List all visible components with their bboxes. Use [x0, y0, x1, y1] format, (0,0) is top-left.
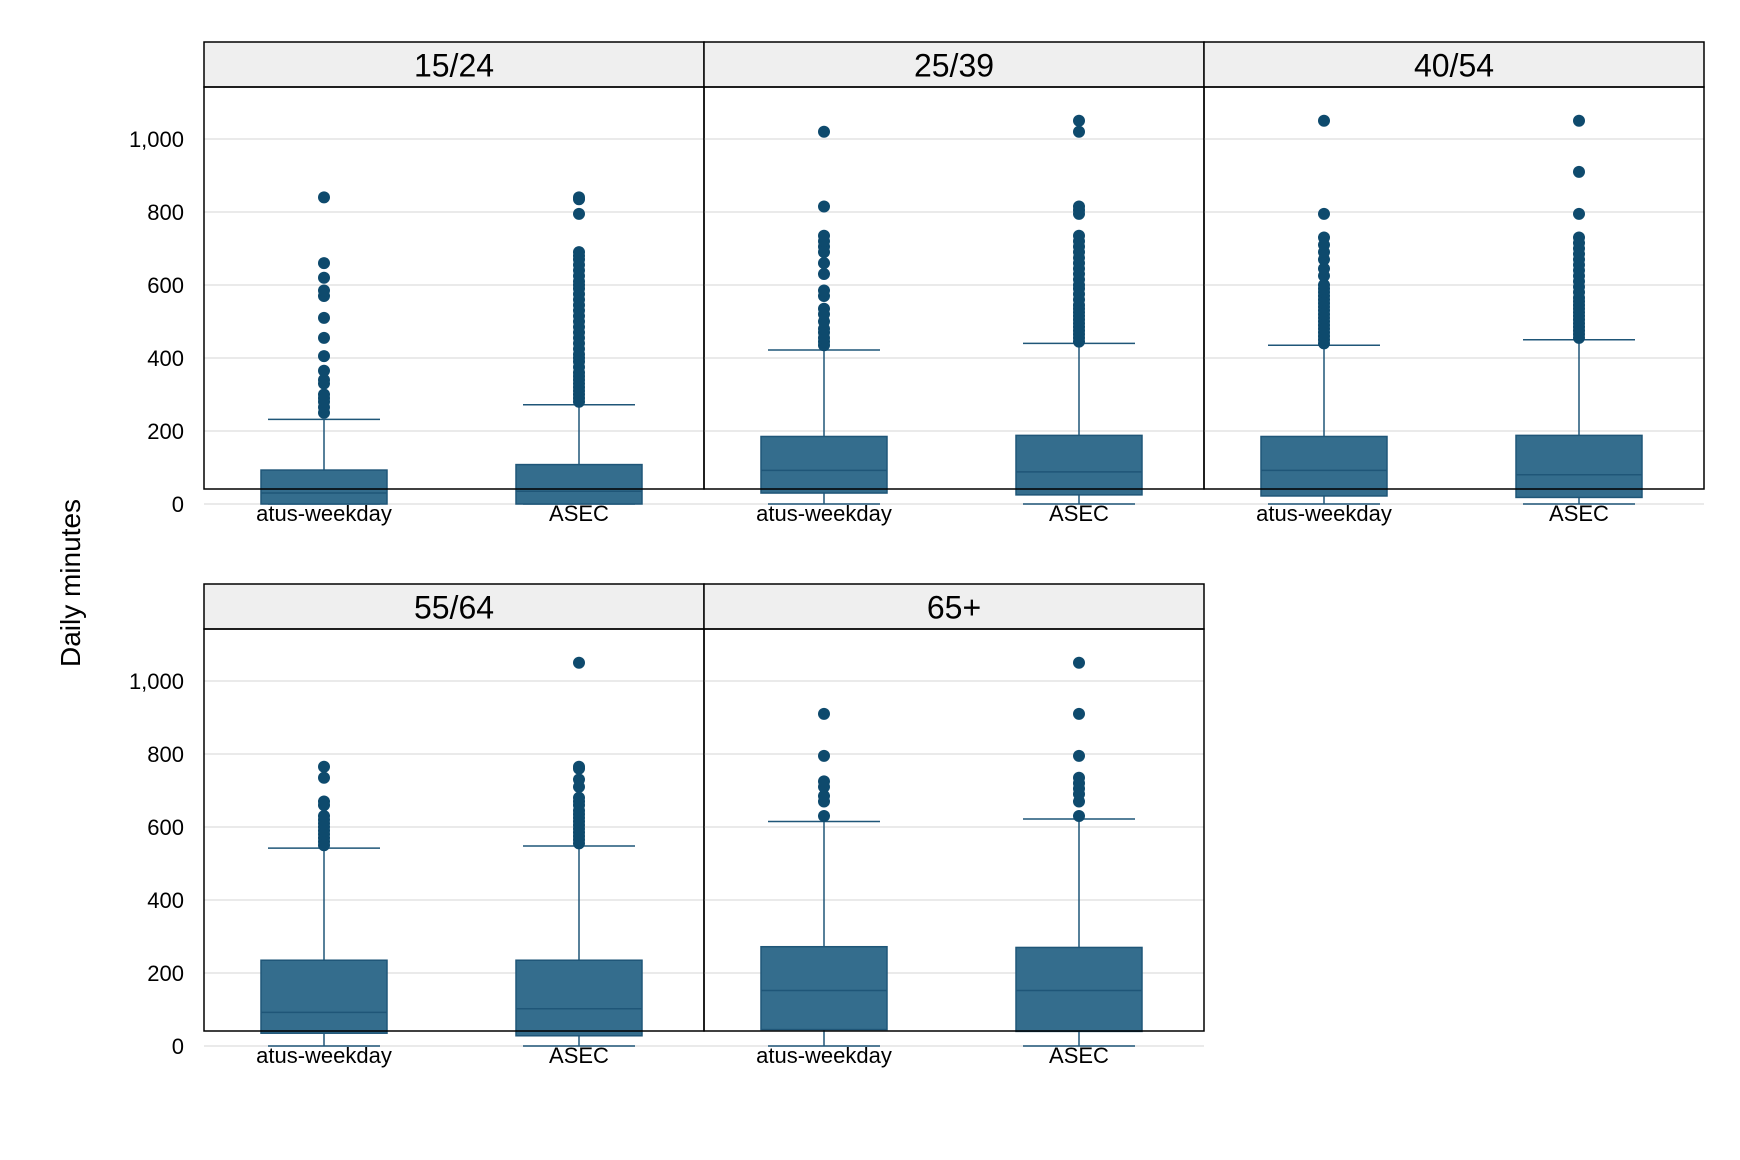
outlier-point [318, 760, 330, 773]
y-tick-label: 200 [147, 961, 184, 986]
y-tick-label: 400 [147, 888, 184, 913]
y-tick-label: 600 [147, 815, 184, 840]
outlier-point [818, 789, 830, 802]
outlier-point [318, 271, 330, 284]
box [260, 469, 388, 505]
outlier-point [318, 373, 330, 386]
x-tick-label: atus-weekday [1256, 501, 1392, 526]
panel-title: 55/64 [414, 590, 494, 626]
outlier-point [1318, 262, 1330, 275]
outlier-point [318, 810, 330, 823]
panel-title: 65+ [927, 590, 981, 626]
x-tick-label: ASEC [1049, 501, 1109, 526]
box [260, 959, 388, 1034]
outlier-point [818, 200, 830, 213]
outlier-point [1573, 114, 1585, 127]
y-tick-label: 600 [147, 273, 184, 298]
outlier-point [1318, 114, 1330, 127]
outlier-point [1073, 707, 1085, 720]
box [515, 959, 643, 1037]
outlier-point [573, 656, 585, 669]
box [1260, 435, 1388, 497]
x-tick-label: atus-weekday [256, 1043, 392, 1068]
outlier-point [318, 350, 330, 363]
box [1015, 434, 1143, 496]
y-tick-label: 800 [147, 742, 184, 767]
panel-strip [203, 583, 705, 630]
panel-frame [703, 86, 1205, 490]
outlier-point [1073, 229, 1085, 242]
x-tick-label: ASEC [1049, 1043, 1109, 1068]
panel-title: 15/24 [414, 48, 494, 84]
outlier-point [1073, 749, 1085, 762]
outlier-point [818, 749, 830, 762]
outlier-point [318, 311, 330, 324]
outlier-point [818, 125, 830, 138]
panel-frame [1203, 86, 1705, 490]
x-tick-label: atus-weekday [256, 501, 392, 526]
box [760, 435, 888, 494]
panel-title: 25/39 [914, 48, 994, 84]
outlier-point [318, 331, 330, 344]
y-axis-title: Daily minutes [55, 499, 86, 667]
outlier-point [818, 229, 830, 242]
y-tick-label: 0 [172, 492, 184, 517]
outlier-point [1573, 207, 1585, 220]
box [760, 945, 888, 1031]
outlier-point [1073, 114, 1085, 127]
outlier-point [318, 257, 330, 270]
panel-strip [203, 41, 705, 88]
outlier-point [818, 268, 830, 281]
x-tick-label: ASEC [549, 1043, 609, 1068]
panel-strip [703, 41, 1205, 88]
panel-strip [1203, 41, 1705, 88]
outlier-point [818, 257, 830, 270]
outlier-point [318, 364, 330, 377]
outlier-point [318, 284, 330, 297]
panel-strip [703, 583, 1205, 630]
outlier-point [1073, 125, 1085, 138]
panel-frame [203, 86, 705, 490]
y-tick-label: 1,000 [129, 127, 184, 152]
x-tick-label: ASEC [549, 501, 609, 526]
y-tick-label: 400 [147, 346, 184, 371]
outlier-point [1318, 231, 1330, 244]
outlier-point [318, 191, 330, 204]
outlier-point [818, 302, 830, 315]
outlier-point [1318, 207, 1330, 220]
outlier-point [318, 771, 330, 784]
outlier-point [573, 760, 585, 773]
outlier-point [573, 191, 585, 204]
box [1515, 434, 1643, 499]
outlier-point [1073, 656, 1085, 669]
x-tick-label: atus-weekday [756, 501, 892, 526]
outlier-point [818, 810, 830, 823]
outlier-point [1073, 200, 1085, 213]
outlier-point [818, 284, 830, 297]
outlier-point [1318, 279, 1330, 291]
panel-title: 40/54 [1414, 48, 1494, 84]
outlier-point [573, 791, 585, 804]
box [515, 463, 643, 505]
x-tick-label: atus-weekday [756, 1043, 892, 1068]
outlier-point [818, 775, 830, 788]
outlier-point [318, 795, 330, 808]
x-tick-label: ASEC [1549, 501, 1609, 526]
y-tick-label: 1,000 [129, 669, 184, 694]
y-tick-label: 200 [147, 419, 184, 444]
outlier-point [573, 207, 585, 220]
outlier-point [1573, 165, 1585, 178]
panel-frame [703, 628, 1205, 1032]
y-tick-label: 0 [172, 1034, 184, 1059]
outlier-point [1073, 771, 1085, 784]
box [1015, 946, 1143, 1033]
y-tick-label: 800 [147, 200, 184, 225]
outlier-point [1573, 231, 1585, 244]
outlier-point [1073, 810, 1085, 823]
outlier-point [318, 388, 330, 401]
outlier-point [818, 707, 830, 720]
outlier-point [573, 246, 585, 259]
outlier-point [573, 773, 585, 786]
